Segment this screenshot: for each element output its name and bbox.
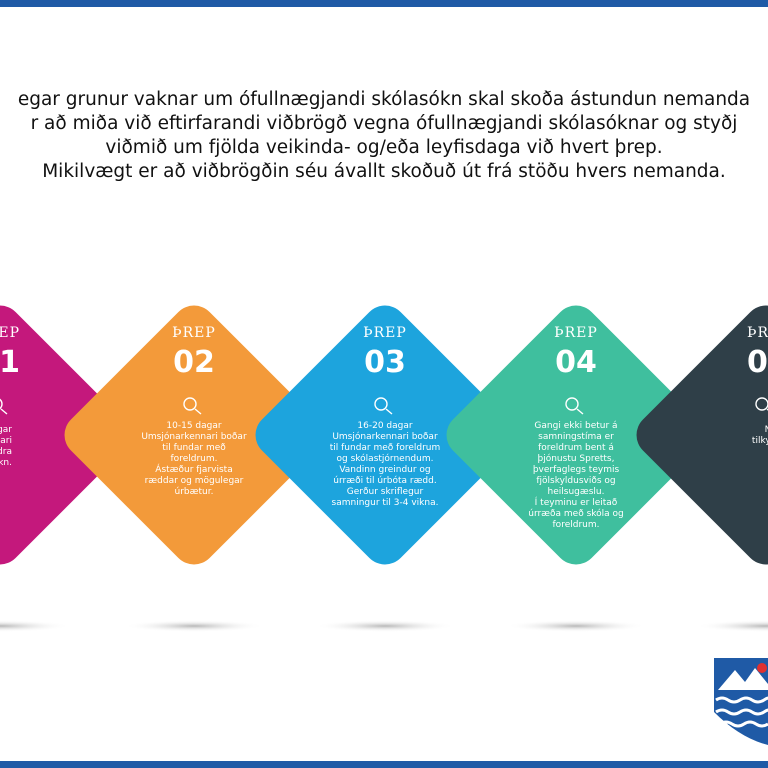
diamond — [64, 305, 324, 565]
icon — [755, 397, 768, 411]
diamond — [0, 305, 130, 565]
step-number: 0 — [747, 345, 768, 380]
step-paragraph: Umsjónarkennari boðar til fundar með for… — [329, 432, 441, 464]
step-paragraph: Gangi ekki betur á samningstíma er forel… — [532, 421, 620, 497]
step-paragraph: 10-15 dagar — [166, 421, 222, 431]
diamond — [446, 305, 706, 565]
step-paragraph: barna — [684, 458, 768, 469]
icon-part — [565, 397, 579, 411]
step-number: 03 — [364, 345, 406, 380]
diamond — [255, 305, 515, 565]
step-paragraph: Ástæður fjarvista ræddar og mögulegar úr… — [144, 465, 244, 497]
step-paragraph: rkennari — [0, 436, 12, 446]
step-label: ÞREP — [554, 325, 598, 341]
bottom-bar — [0, 761, 768, 768]
step-label: ÞREP — [172, 325, 216, 341]
step-label: ÞREP — [363, 325, 407, 341]
shadow — [696, 620, 768, 632]
step-text: dagarrkennariforeldralasókn. — [0, 425, 12, 469]
step-paragraph: Náist e — [764, 425, 768, 435]
step-text: Náist etilkynningskólabarna — [684, 425, 768, 469]
step-paragraph: 16-20 dagar — [357, 421, 413, 431]
step-paragraph: Gerður skriflegur samningur til 3-4 vikn… — [331, 487, 439, 508]
icon — [183, 397, 202, 415]
step-number: 02 — [173, 345, 215, 380]
step-shape — [636, 305, 768, 565]
diamond — [636, 305, 768, 565]
logo — [714, 658, 768, 745]
icon-part — [374, 397, 388, 411]
icon — [565, 397, 584, 415]
step-paragraph: skóla — [684, 447, 768, 458]
icon-part — [194, 408, 202, 415]
step-label: REP — [0, 325, 20, 341]
step-paragraph: foreldra — [0, 447, 12, 457]
step-paragraph: Í teyminu er leitað úrræða með skóla og … — [528, 498, 624, 530]
step-paragraph: dagar — [0, 425, 12, 435]
step-number: 04 — [555, 345, 597, 380]
header: egar grunur vaknar um ófullnægjandi skól… — [0, 88, 768, 184]
shadow — [506, 620, 646, 632]
step-text: Gangi ekki betur á samningstíma er forel… — [520, 421, 632, 531]
step-paragraph: Umsjónarkennari boðar til fundar með for… — [141, 432, 247, 464]
icon-part — [183, 397, 197, 411]
icon-part — [0, 408, 8, 415]
step-text: 10-15 dagar Umsjónarkennari boðar til fun… — [138, 421, 250, 498]
shadow — [124, 620, 264, 632]
icon-part — [755, 397, 768, 411]
icon-part — [0, 398, 3, 410]
shadow — [0, 620, 70, 632]
icon-part — [385, 408, 393, 415]
icon-part — [576, 408, 584, 415]
header-line: r að miða við eftirfarandi viðbrögð vegn… — [30, 113, 738, 134]
step-text: 16-20 dagar Umsjónarkennari boðar til fun… — [329, 421, 441, 509]
top-bar — [0, 0, 768, 7]
header-line: Mikilvægt er að viðbrögðin séu ávallt sk… — [42, 161, 726, 182]
header-line: egar grunur vaknar um ófullnægjandi skól… — [17, 89, 751, 110]
step-paragraph: tilkynning — [751, 436, 768, 446]
header-line: viðmið um fjölda veikinda- og/eða leyfis… — [105, 137, 663, 158]
icon — [374, 397, 393, 415]
icon — [0, 398, 8, 415]
step-paragraph: Vandinn greindur og úrræði til úrbóta ræ… — [333, 465, 437, 486]
step-paragraph: lasókn. — [0, 458, 12, 468]
shadow — [315, 620, 455, 632]
step-number: 1 — [0, 345, 20, 380]
step-label: ÞR — [747, 325, 768, 341]
